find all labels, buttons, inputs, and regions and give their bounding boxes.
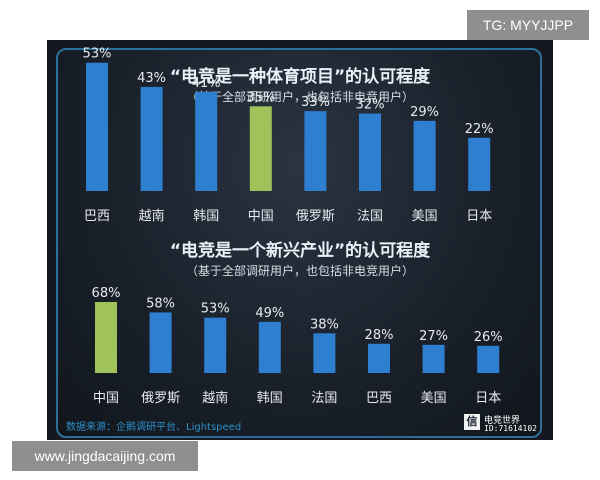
chart-1-bar [468,137,491,191]
chart-2-category-label: 美国 [421,391,447,406]
chart-2-category-label: 法国 [311,391,337,406]
chart-2-value-label: 49% [255,306,284,321]
chart-frame [56,48,542,438]
chart-1-category-label: 越南 [139,208,165,224]
chart-1-value-label: 41% [192,76,221,91]
chart-1-bar [359,113,381,191]
chart-1-title: “电竞是一种体育项目”的认可程度 [170,66,431,87]
chart-2-category-label: 俄罗斯 [141,391,180,406]
chart-1-bar [413,120,436,191]
chart-1-bar [195,91,218,191]
chart-2-bar [313,333,336,373]
chart-2-category-label: 韩国 [257,391,283,406]
chart-1-value-label: 33% [301,95,330,110]
chart-1-category-label: 法国 [357,209,383,224]
chart-2-title: “电竞是一个新兴产业”的认可程度 [170,240,431,261]
watermark-top: TG: MYYJJPP [467,10,589,40]
chart-2-bar [149,312,172,373]
chart-2-value-label: 58% [146,296,175,311]
chart-1-category-label: 美国 [412,209,438,224]
chart-1-bar [249,106,272,191]
chart-2-value-label: 26% [474,330,503,345]
chart-2-value-label: 27% [419,329,448,344]
chart-2-category-label: 巴西 [366,391,392,406]
logo-name: 电竞世界 [484,416,521,426]
chart-1-value-label: 32% [356,98,385,113]
chart-2-subtitle: （基于全部调研用户，也包括非电竞用户） [186,263,414,278]
chart-1-bar [140,86,163,191]
watermark-bottom: www.jingdacaijing.com [12,441,198,471]
chart-1-value-label: 22% [465,122,494,137]
chart-1-value-label: 29% [410,105,439,120]
chart-1-value-label: 53% [83,47,112,62]
chart-1-category-label: 日本 [466,209,492,224]
source-note: 数据来源：企鹅调研平台、Lightspeed [66,422,242,433]
chart-2-value-label: 28% [365,328,394,343]
chart-2-bar [368,343,390,373]
chart-2-category-label: 中国 [93,391,119,406]
chart-2-value-label: 53% [201,302,230,317]
logo-id: ID:71614102 [484,424,537,433]
chart-2-category-label: 日本 [475,391,501,406]
chart-1-bar [86,62,108,191]
chart-2-bar [258,321,281,373]
logo-icon: 信 [464,414,480,430]
chart-1-value-label: 35% [246,90,275,105]
chart-2-bar [422,344,445,373]
chart-2-bar [95,302,117,373]
chart-1-category-label: 中国 [248,209,274,224]
chart-1-subtitle: （基于全部调研用户，也包括非电竞用户） [186,89,414,104]
chart-1-category-label: 巴西 [84,209,110,224]
chart-2-bar [204,317,227,373]
chart-2-category-label: 越南 [202,390,228,406]
chart-2-value-label: 68% [92,286,121,301]
chart-2-value-label: 38% [310,317,339,332]
chart-1-bar [304,111,327,191]
chart-2-bar [477,345,500,373]
chart-1-category-label: 俄罗斯 [296,209,335,224]
chart-1-value-label: 43% [137,71,166,86]
chart-1-category-label: 韩国 [193,209,219,224]
